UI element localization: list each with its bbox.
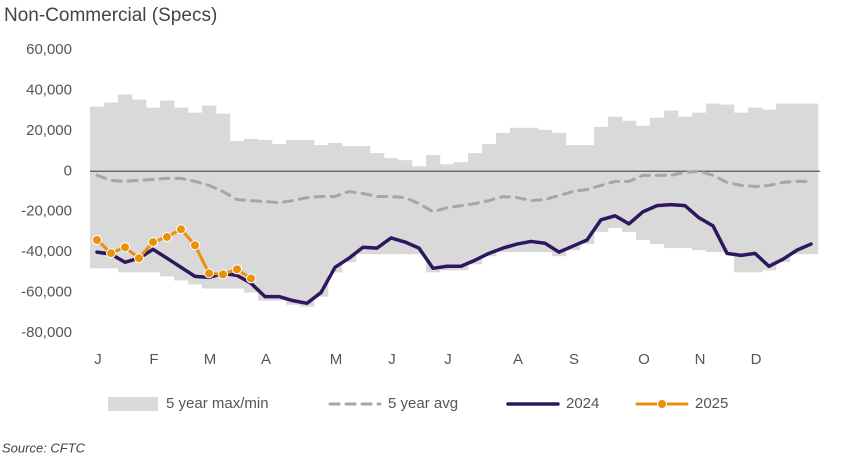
- series-marker: [204, 268, 214, 279]
- legend-label: 2025: [695, 395, 728, 412]
- x-tick-label: O: [638, 351, 650, 368]
- range-bar: [804, 103, 819, 255]
- range-bar: [146, 107, 161, 273]
- range-bar: [720, 104, 735, 253]
- x-tick-label: M: [330, 351, 343, 368]
- range-bar: [552, 132, 567, 257]
- series-marker: [176, 224, 186, 235]
- y-tick-label: 0: [64, 162, 72, 179]
- range-bar: [706, 103, 721, 253]
- x-tick-label: D: [751, 351, 762, 368]
- range-bar: [538, 129, 553, 253]
- series-marker: [92, 235, 102, 246]
- range-bar: [314, 145, 329, 297]
- range-bar: [174, 107, 189, 281]
- x-tick-label: J: [444, 351, 452, 368]
- range-bar: [300, 139, 315, 307]
- source: Source: CFTC: [2, 440, 86, 455]
- legend-marker: [657, 399, 667, 409]
- range-bar: [342, 146, 357, 263]
- range-bar: [202, 105, 217, 289]
- range-bar: [510, 127, 525, 253]
- legend-label: 5 year max/min: [166, 395, 269, 412]
- series-marker: [218, 269, 228, 280]
- x-tick-label: A: [261, 351, 271, 368]
- y-tick-label: 40,000: [26, 81, 72, 98]
- range-bar: [132, 99, 147, 273]
- range-bar: [650, 117, 665, 245]
- range-bar: [230, 140, 245, 289]
- series-marker: [134, 253, 144, 264]
- range-bar: [384, 158, 399, 255]
- series-line: [95, 202, 813, 306]
- range-bar: [426, 155, 441, 273]
- legend-item: 5 year max/min: [108, 395, 269, 412]
- x-tick-label: A: [513, 351, 523, 368]
- range-bar: [356, 146, 371, 255]
- range-bar: [370, 153, 385, 255]
- y-tick-label: -20,000: [21, 203, 72, 220]
- series-marker: [246, 273, 256, 284]
- range-bar: [496, 132, 511, 253]
- series-line: [95, 169, 813, 214]
- y-tick-label: 60,000: [26, 41, 72, 58]
- x-tick-label: F: [149, 351, 158, 368]
- range-bar: [272, 143, 287, 301]
- range-bar: [524, 127, 539, 253]
- x-tick-label: M: [204, 351, 217, 368]
- series-marker: [148, 237, 158, 248]
- legend-label: 2024: [566, 395, 599, 412]
- chart-title: Non-Commercial (Specs): [4, 5, 217, 26]
- y-tick-label: 20,000: [26, 122, 72, 139]
- range-bar: [412, 166, 427, 255]
- x-tick-label: J: [94, 351, 102, 368]
- series-marker: [106, 248, 116, 259]
- range-bar: [440, 164, 455, 271]
- x-tick-label: J: [388, 351, 396, 368]
- legend-label: 5 year avg: [388, 395, 458, 412]
- range-bar: [664, 110, 679, 249]
- series-marker: [232, 264, 242, 275]
- series-marker: [120, 242, 130, 253]
- range-bar: [790, 103, 805, 255]
- range-bar: [104, 102, 119, 269]
- range-bar: [398, 160, 413, 255]
- range-bar: [286, 139, 301, 305]
- x-tick-label: S: [569, 351, 579, 368]
- x-tick-label: N: [695, 351, 706, 368]
- range-bar: [594, 126, 609, 232]
- range-bar: [678, 116, 693, 249]
- range-bar: [454, 162, 469, 271]
- range-bar: [762, 109, 777, 271]
- range-bar: [216, 113, 231, 289]
- range-bar: [636, 125, 651, 241]
- legend-swatch: [108, 397, 158, 411]
- range-bar: [328, 142, 343, 273]
- legend-item: 2025: [635, 395, 728, 412]
- legend-item: 2024: [506, 395, 599, 412]
- range-bar: [748, 107, 763, 273]
- range-bar: [468, 153, 483, 265]
- range-bar: [566, 145, 581, 251]
- range-bar: [160, 100, 175, 277]
- y-tick-label: -80,000: [21, 324, 72, 341]
- range-bar: [622, 120, 637, 232]
- range-bar: [258, 139, 273, 301]
- range-bar: [734, 112, 749, 273]
- range-bar: [244, 138, 259, 293]
- series-marker: [162, 231, 172, 242]
- range-bar: [692, 112, 707, 251]
- range-bar: [608, 116, 623, 228]
- range-bar: [580, 145, 595, 245]
- range-bar: [90, 106, 105, 269]
- range-bar: [118, 94, 133, 273]
- y-tick-label: -60,000: [21, 284, 72, 301]
- y-tick-label: -40,000: [21, 243, 72, 260]
- legend-item: 5 year avg: [328, 395, 458, 412]
- series-marker: [190, 240, 200, 251]
